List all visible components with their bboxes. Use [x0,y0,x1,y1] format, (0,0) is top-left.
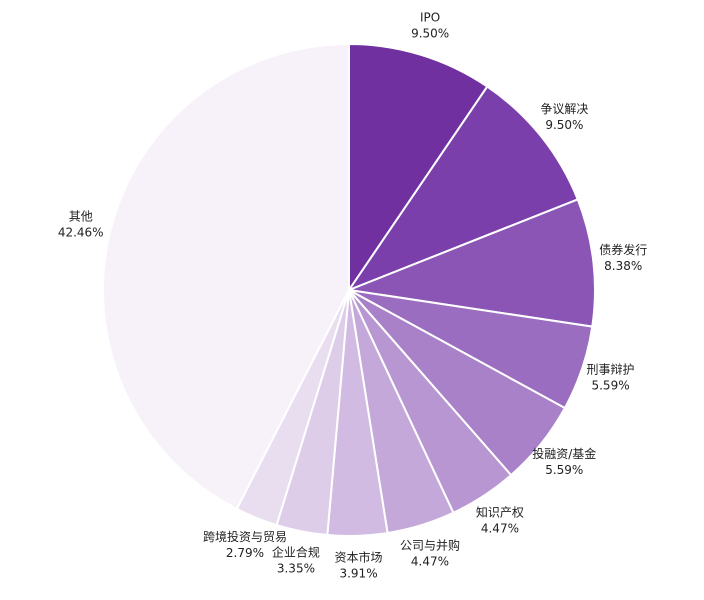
slice-label: 企业合规 [272,544,320,559]
slice-label: 资本市场 [335,549,383,564]
slice-label: 公司与并购 [400,537,460,552]
slice-value: 4.47% [411,554,449,568]
slice-value: 8.38% [604,259,642,273]
slice-value: 3.35% [277,561,315,575]
slice-value: 3.91% [339,566,377,580]
pie-slice [346,85,580,293]
pie-slice [345,198,596,328]
slice-label: 投融资/基金 [532,446,596,461]
slice-label: 争议解决 [540,102,588,116]
slice-label: 债券发行 [599,242,647,257]
slice-label: 知识产权 [476,506,524,520]
pie-slice [348,42,489,294]
slice-value: 9.50% [411,27,449,41]
slice-value: 9.50% [545,118,583,132]
slice-value: 4.47% [481,522,519,536]
pie-slice [102,42,350,511]
slice-value: 42.46% [58,226,104,240]
slice-value: 5.59% [591,379,629,393]
slice-label: 其他 [69,210,93,224]
slice-value: 2.79% [226,546,264,560]
slice-value: 5.59% [545,463,583,477]
slice-label: IPO [420,11,440,25]
slice-label: 跨境投资与贸易 [203,529,287,544]
slice-label: 刑事辩护 [587,363,635,377]
